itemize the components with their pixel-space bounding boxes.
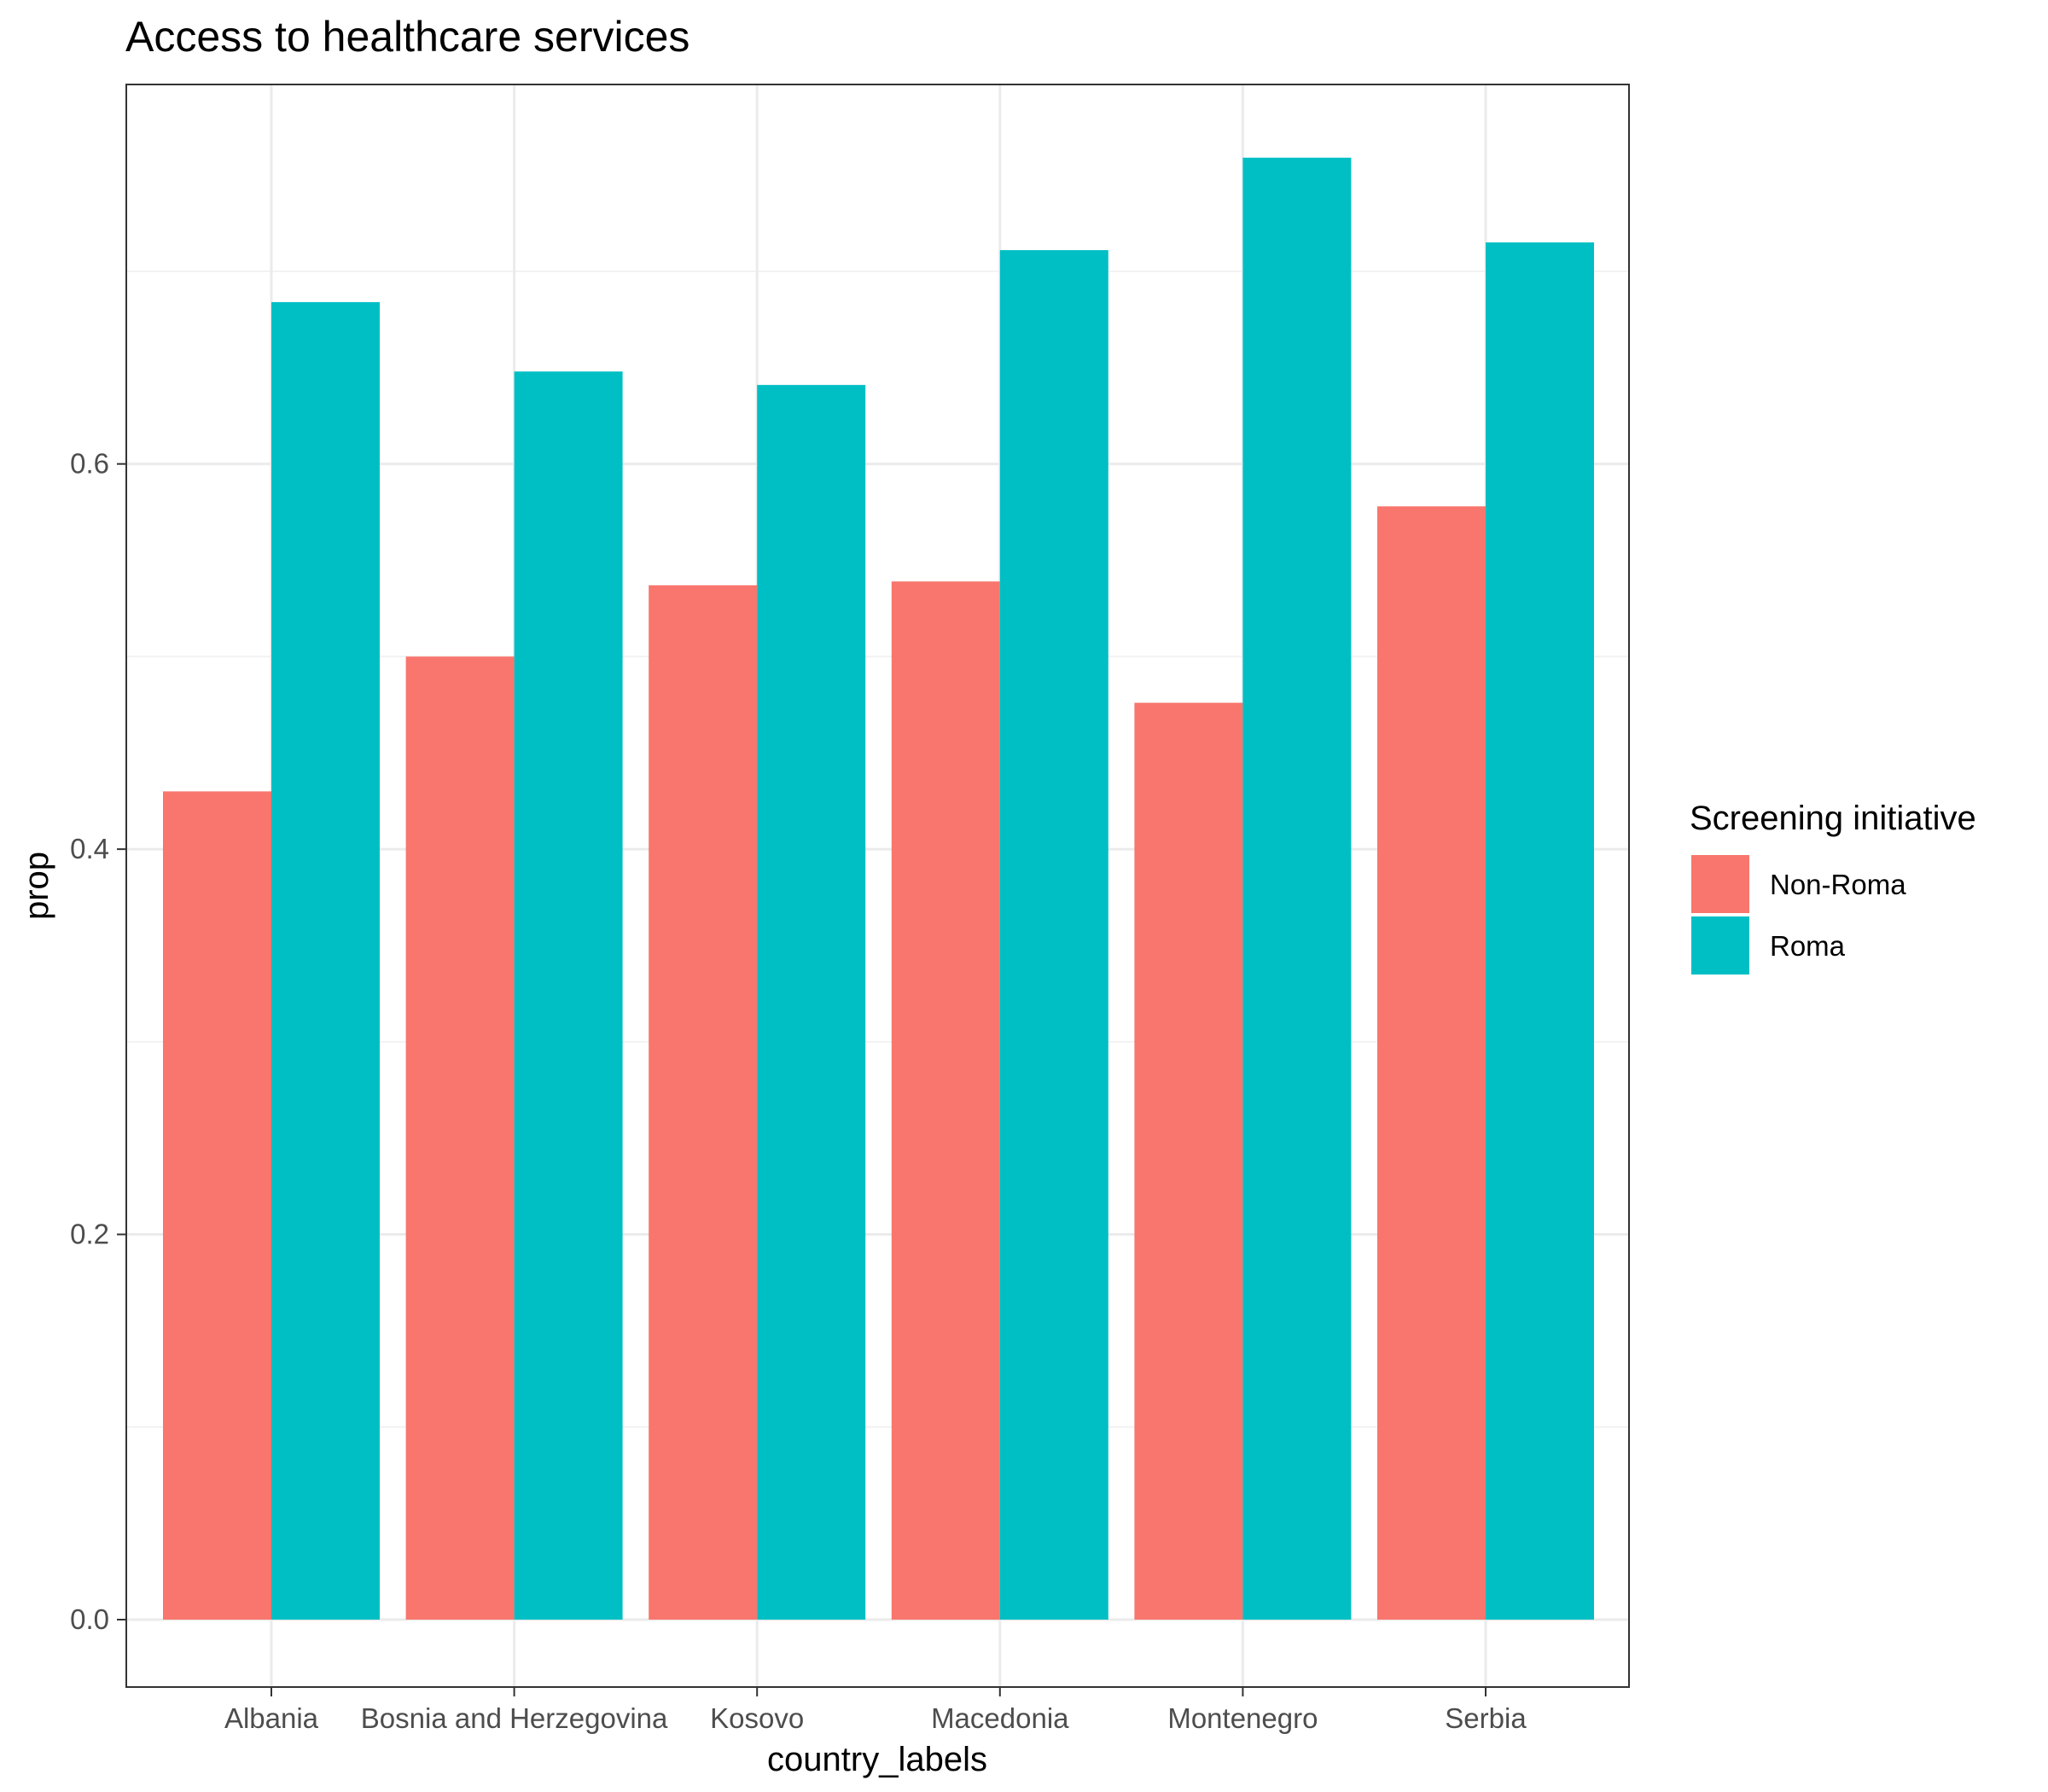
y-tick-label: 0.0 xyxy=(70,1603,109,1635)
legend: Screening initiative Non-Roma Roma xyxy=(1690,800,1976,975)
bar-roma-macedonia xyxy=(999,250,1108,1620)
x-tick-label: Montenegro xyxy=(1167,1702,1318,1734)
x-tick-label: Albania xyxy=(224,1702,319,1734)
y-axis-title: prop xyxy=(18,852,55,920)
axes: 0.0 0.2 0.4 0.6 Albania Bosnia and Herzegovin… xyxy=(70,448,1527,1734)
y-tick-label: 0.6 xyxy=(70,448,109,480)
y-tick-label: 0.4 xyxy=(70,833,109,864)
bar-non-roma-kosovo xyxy=(649,585,758,1620)
bar-non-roma-bosnia-and-herzegovina xyxy=(405,656,515,1620)
legend-label: Roma xyxy=(1770,930,1846,962)
x-axis-title: country_labels xyxy=(767,1741,987,1778)
chart-title: Access to healthcare services xyxy=(125,13,689,61)
bar-roma-montenegro xyxy=(1242,157,1352,1620)
x-tick-label: Serbia xyxy=(1445,1702,1527,1734)
bar-roma-kosovo xyxy=(757,385,866,1620)
legend-label: Non-Roma xyxy=(1770,869,1906,900)
legend-title: Screening initiative xyxy=(1690,800,1976,837)
legend-key-non-roma xyxy=(1691,855,1749,913)
bar-non-roma-serbia xyxy=(1377,506,1486,1620)
bar-non-roma-montenegro xyxy=(1134,702,1243,1620)
legend-key-roma xyxy=(1691,916,1749,975)
y-tick-label: 0.2 xyxy=(70,1219,109,1250)
bars xyxy=(163,157,1594,1620)
x-tick-label: Macedonia xyxy=(931,1702,1069,1734)
bar-non-roma-macedonia xyxy=(891,581,1000,1620)
bar-non-roma-albania xyxy=(163,791,271,1620)
x-tick-label: Kosovo xyxy=(710,1702,804,1734)
bar-roma-bosnia-and-herzegovina xyxy=(514,371,623,1620)
bar-roma-serbia xyxy=(1486,242,1594,1620)
bar-roma-albania xyxy=(271,302,380,1620)
plot-panel xyxy=(125,84,1630,1688)
x-tick-label: Bosnia and Herzegovina xyxy=(361,1702,668,1734)
